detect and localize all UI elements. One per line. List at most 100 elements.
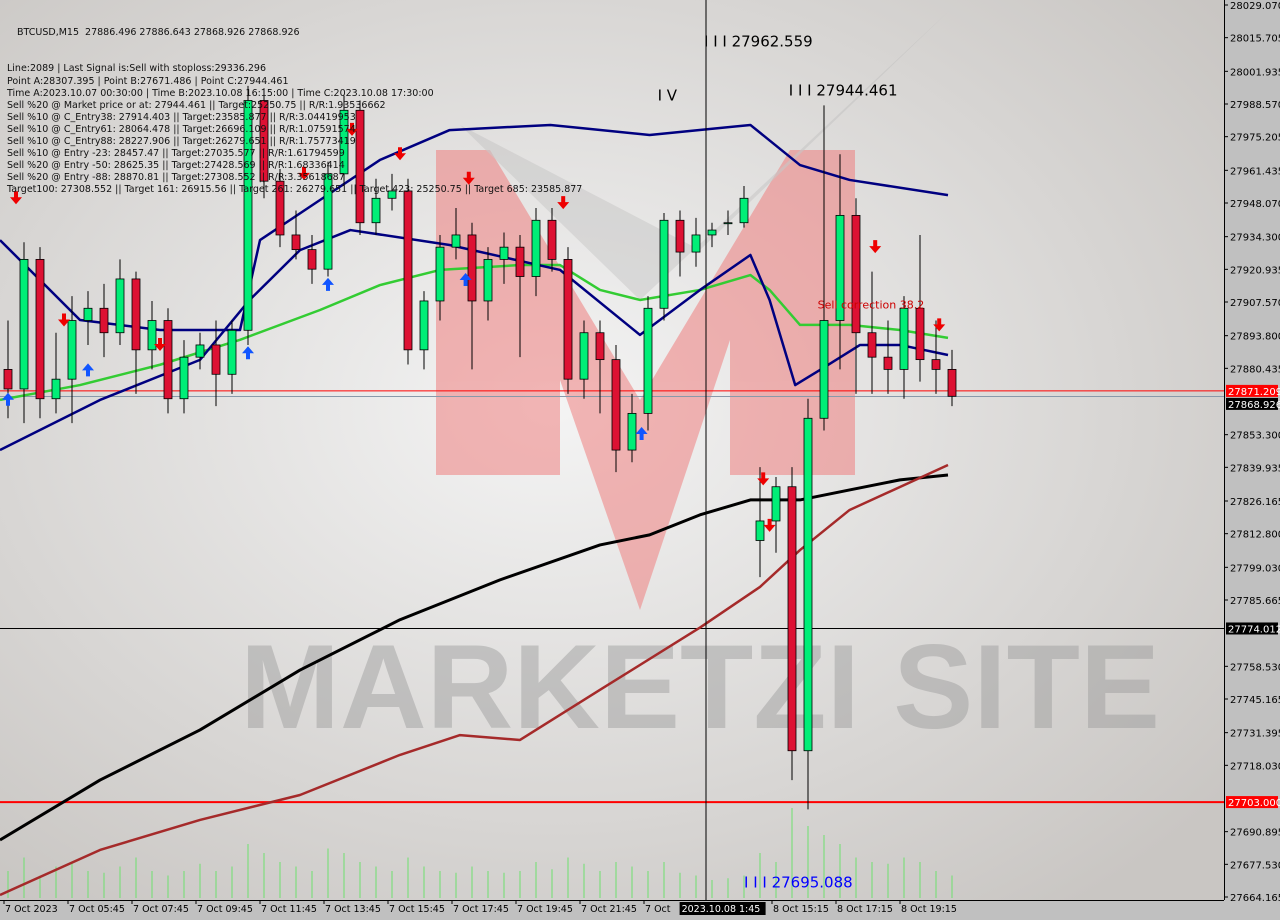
info-line: Sell %10 @ C_Entry38: 27914.403 || Targe… [7,111,356,123]
candle [531,208,541,297]
wave-annotation: I I I 27944.461 [789,82,898,100]
info-line: Sell %10 @ Entry -23: 28457.47 || Target… [7,148,345,160]
candle [659,212,669,321]
candle-body [723,222,733,225]
sell-arrow-icon [757,472,770,486]
candle [419,291,429,370]
info-line: Sell %10 @ C_Entry88: 28227.906 || Targe… [7,136,356,148]
candle-body [179,356,189,400]
y-tick-label: 27826.165 [1230,497,1280,508]
y-tick-label: 27839.935 [1230,463,1280,474]
y-tick-label: 27893.800 [1230,332,1280,343]
candle-body [451,234,461,248]
candle-body [387,190,397,199]
candle-body [3,368,13,390]
candle [595,320,605,414]
candle-body [195,344,205,358]
candle [67,296,77,424]
candle [371,178,381,235]
candle-body [259,100,269,182]
candle-body [99,307,109,334]
candle-body [579,332,589,380]
candle-body [227,329,237,375]
x-tick-label: 7 Oct 17:45 [453,904,509,915]
candle [483,247,493,321]
candle [403,178,413,365]
x-tick-label: 7 Oct 07:45 [133,904,189,915]
crosshair-time-label: 2023.10.08 1:45 [682,904,761,915]
candle-body [627,412,637,451]
sell-arrow-icon [933,318,946,332]
candle-body [483,258,493,302]
candle [35,247,45,419]
wave-annotation: I I I 27962.559 [704,33,813,51]
candle-body [19,258,29,390]
price-line-label-bg [1226,397,1278,410]
candle [803,398,813,810]
x-tick-label: 7 Oct [645,904,671,915]
candle [675,210,685,277]
candle [915,234,925,382]
candle [691,217,701,267]
price-line-label: 27703.000 [1228,798,1280,809]
buy-arrow-icon [635,426,648,440]
moving-average-line [0,263,949,402]
candle [51,332,61,414]
candle-body [51,378,61,400]
y-tick-label: 27690.895 [1230,828,1280,839]
x-tick-label: 7 Oct 2023 [5,904,58,915]
candle-body [563,258,573,380]
wave-annotation: I I I 27695.088 [744,874,853,892]
sell-arrow-icon [154,337,166,351]
candle-body [275,180,285,236]
candle-body [307,249,317,270]
sell-arrow-icon [10,191,22,205]
info-line: Sell %20 @ Entry -50: 28625.35 || Target… [7,160,345,172]
candle-body [435,246,445,302]
candle [387,173,397,211]
candle-body [931,359,941,370]
candle [611,344,621,473]
wave-annotation: Sell correction 38.2 [818,298,925,311]
sell-arrow-icon [58,313,70,327]
candle [227,320,237,394]
candle [339,95,349,187]
candle-body [771,486,781,522]
info-line: Time A:2023.10.07 00:30:00 | Time B:2023… [7,87,434,99]
candle [179,340,189,414]
info-line: Line:2089 | Last Signal is:Sell with sto… [7,63,267,75]
candle [451,208,461,260]
candle [163,308,173,414]
candle-body [707,229,717,236]
buy-arrow-icon [2,392,14,406]
candle-body [803,417,813,752]
y-tick-label: 27785.665 [1230,596,1280,607]
candle-body [499,246,509,260]
candle-body [659,219,669,309]
candle [947,349,957,407]
candle [275,168,285,248]
y-tick-label: 27745.165 [1230,695,1280,706]
buy-arrow-icon [82,363,94,377]
symbol-header: BTCUSD,M15 27886.496 27886.643 27868.926… [17,27,300,39]
moving-average-line [0,463,949,897]
moving-average-line [0,228,949,452]
candle-body [291,234,301,251]
sell-arrow-icon [346,122,358,136]
y-tick-label: 27758.530 [1230,662,1280,673]
sell-arrow-icon [394,147,406,161]
crosshair-time-label-bg [679,902,766,915]
candle-body [211,344,221,375]
sell-arrow-icon [462,171,475,185]
candle [707,222,717,248]
sell-arrow-icon [298,166,310,180]
info-line: Sell %20 @ Entry -88: 28870.81 || Target… [7,172,345,184]
candle [851,198,861,394]
y-tick-label: 27731.395 [1230,729,1280,740]
candle [563,247,573,394]
candle [147,300,157,370]
wave-annotation: I V [658,87,678,105]
price-line-label-bg [1226,796,1278,809]
candle-body [739,197,749,224]
